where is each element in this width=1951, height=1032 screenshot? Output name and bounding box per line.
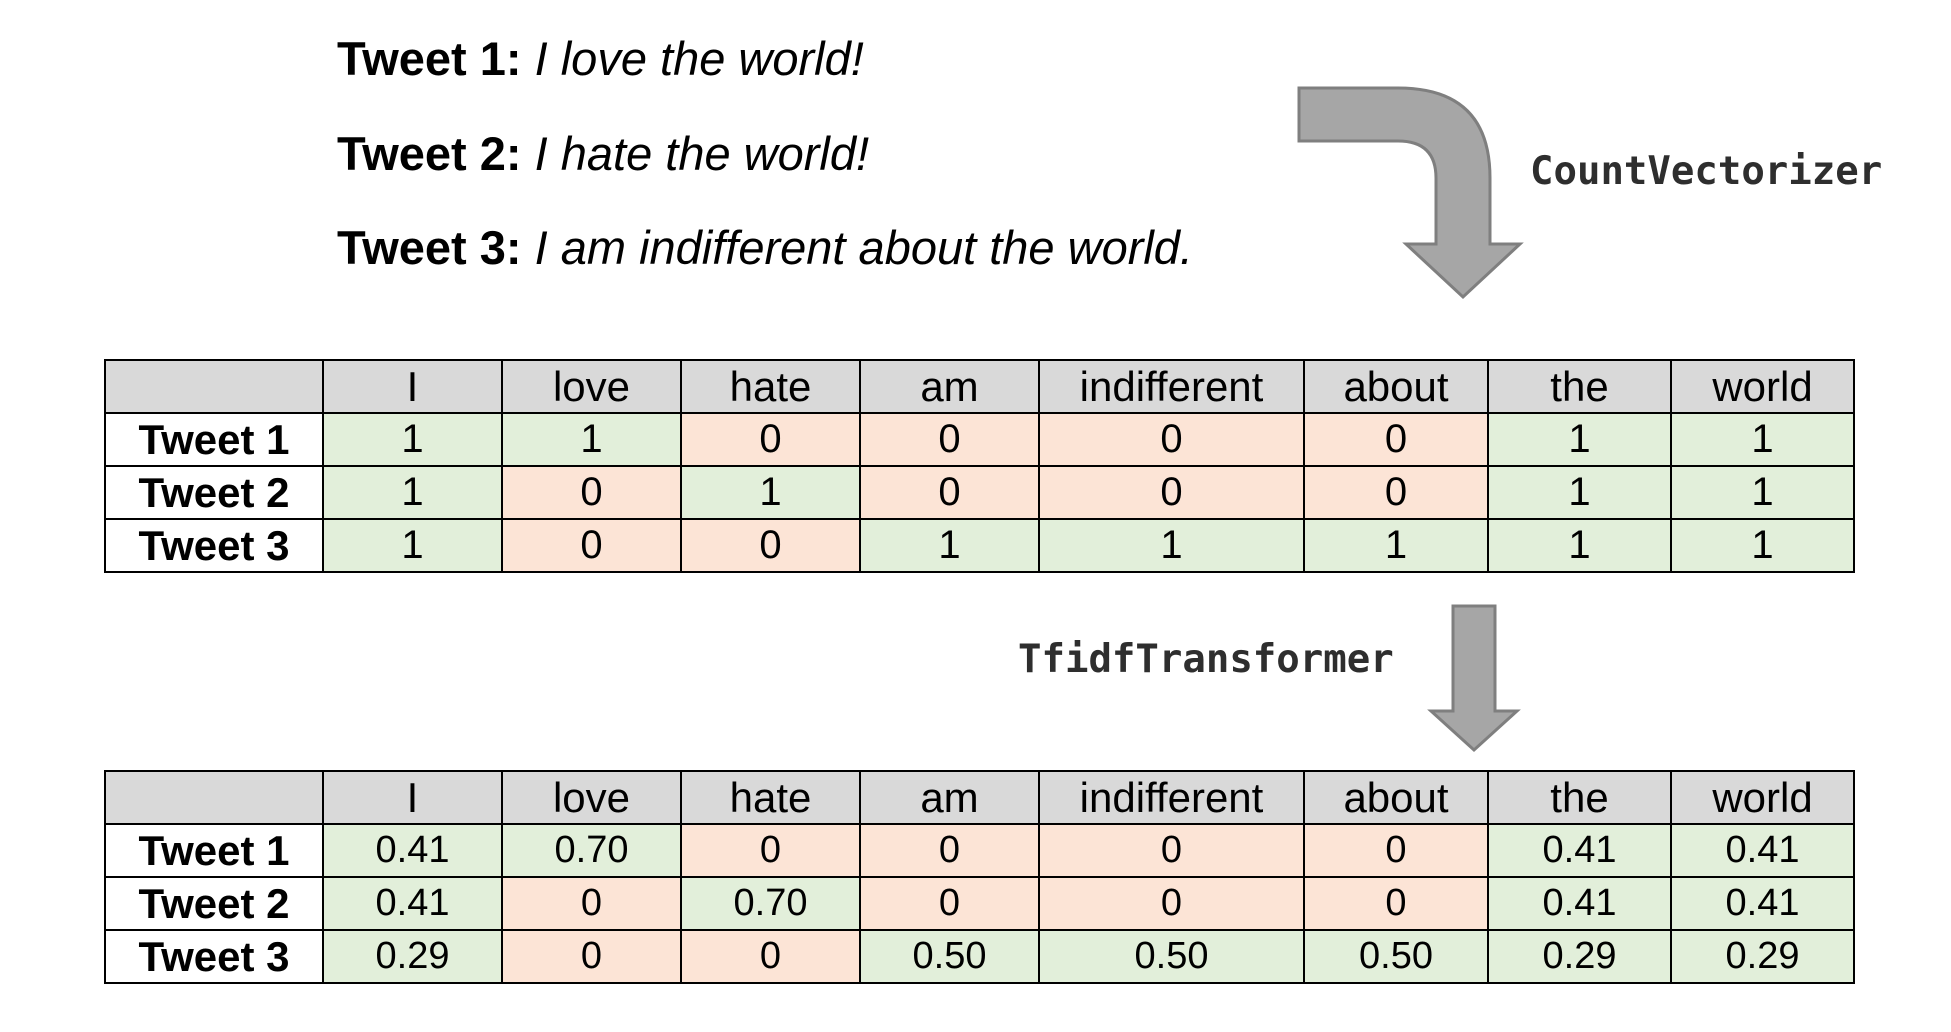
table-cell: 0.50 [1303,929,1489,984]
table-cell: 1 [322,412,503,467]
column-header: am [859,770,1040,825]
table-cell: 0 [859,465,1040,520]
column-header: indifferent [1038,359,1305,414]
table-row: Tweet 2 1 0 1 0 0 0 1 1 [104,465,1855,520]
corner-cell [104,359,324,414]
column-header: about [1303,770,1489,825]
tweet-3: Tweet 3: I am indifferent about the worl… [337,220,1193,276]
column-header: am [859,359,1040,414]
table-cell: 0 [680,412,861,467]
table-row: Tweet 1 0.41 0.70 0 0 0 0 0.41 0.41 [104,823,1855,878]
curved-arrow-shape [1297,86,1524,300]
straight-arrow-shape [1427,604,1521,753]
column-header: indifferent [1038,770,1305,825]
table-cell: 0 [501,518,682,573]
column-header: I [322,359,503,414]
table-cell: 0.29 [1670,929,1855,984]
table-cell: 0 [1303,465,1489,520]
table-row: Tweet 1 1 1 0 0 0 0 1 1 [104,412,1855,467]
column-header: the [1487,359,1672,414]
table-cell: 0 [501,876,682,931]
column-header: hate [680,359,861,414]
table-cell: 0 [1038,823,1305,878]
row-label: Tweet 2 [104,465,324,520]
table-cell: 1 [1303,518,1489,573]
column-header: about [1303,359,1489,414]
row-label: Tweet 1 [104,823,324,878]
count-matrix-table: I love hate am indifferent about the wor… [104,359,1855,573]
table-cell: 0 [680,518,861,573]
table-cell: 0.70 [680,876,861,931]
tweet-1: Tweet 1: I love the world! [337,31,864,87]
table-cell: 0 [501,929,682,984]
corner-cell [104,770,324,825]
count-vectorizer-label: CountVectorizer [1530,149,1883,194]
table-cell: 1 [1487,518,1672,573]
table-cell: 0.41 [322,823,503,878]
table-cell: 0 [1303,823,1489,878]
table-cell: 0.50 [859,929,1040,984]
table-cell: 1 [1487,412,1672,467]
column-header: love [501,359,682,414]
table-cell: 0.70 [501,823,682,878]
table-cell: 0.29 [1487,929,1672,984]
table-cell: 0 [859,412,1040,467]
table-cell: 1 [1670,412,1855,467]
tfidf-header-row: I love hate am indifferent about the wor… [104,770,1855,825]
table-cell: 0.50 [1038,929,1305,984]
table-row: Tweet 3 1 0 0 1 1 1 1 1 [104,518,1855,573]
tweet-2: Tweet 2: I hate the world! [337,126,869,182]
tweet-2-text: I hate the world! [534,127,870,180]
column-header: world [1670,359,1855,414]
tweet-3-text: I am indifferent about the world. [534,221,1193,274]
tweet-2-label: Tweet 2: [337,127,522,180]
row-label: Tweet 2 [104,876,324,931]
table-row: Tweet 3 0.29 0 0 0.50 0.50 0.50 0.29 0.2… [104,929,1855,984]
table-cell: 1 [1487,465,1672,520]
column-header: I [322,770,503,825]
table-cell: 1 [859,518,1040,573]
table-cell: 1 [1670,518,1855,573]
tweet-1-text: I love the world! [534,32,864,85]
table-cell: 1 [680,465,861,520]
table-cell: 0.29 [322,929,503,984]
count-header-row: I love hate am indifferent about the wor… [104,359,1855,414]
table-cell: 0.41 [1670,823,1855,878]
table-cell: 1 [322,465,503,520]
table-row: Tweet 2 0.41 0 0.70 0 0 0 0.41 0.41 [104,876,1855,931]
row-label: Tweet 3 [104,929,324,984]
column-header: love [501,770,682,825]
table-cell: 0 [1038,412,1305,467]
table-cell: 0 [680,929,861,984]
table-cell: 1 [1038,518,1305,573]
row-label: Tweet 1 [104,412,324,467]
table-cell: 0 [501,465,682,520]
row-label: Tweet 3 [104,518,324,573]
table-cell: 1 [1670,465,1855,520]
table-cell: 0 [859,876,1040,931]
tfidf-matrix-table: I love hate am indifferent about the wor… [104,770,1855,984]
column-header: the [1487,770,1672,825]
table-cell: 0.41 [1670,876,1855,931]
table-cell: 0 [1303,412,1489,467]
table-cell: 0 [680,823,861,878]
tweet-1-label: Tweet 1: [337,32,522,85]
table-cell: 0.41 [322,876,503,931]
table-cell: 1 [322,518,503,573]
table-cell: 0 [1038,465,1305,520]
table-cell: 1 [501,412,682,467]
table-cell: 0.41 [1487,823,1672,878]
table-cell: 0 [859,823,1040,878]
column-header: hate [680,770,861,825]
tfidf-transformer-label: TfidfTransformer [1018,637,1394,682]
table-cell: 0.41 [1487,876,1672,931]
column-header: world [1670,770,1855,825]
tweet-3-label: Tweet 3: [337,221,522,274]
table-cell: 0 [1038,876,1305,931]
table-cell: 0 [1303,876,1489,931]
